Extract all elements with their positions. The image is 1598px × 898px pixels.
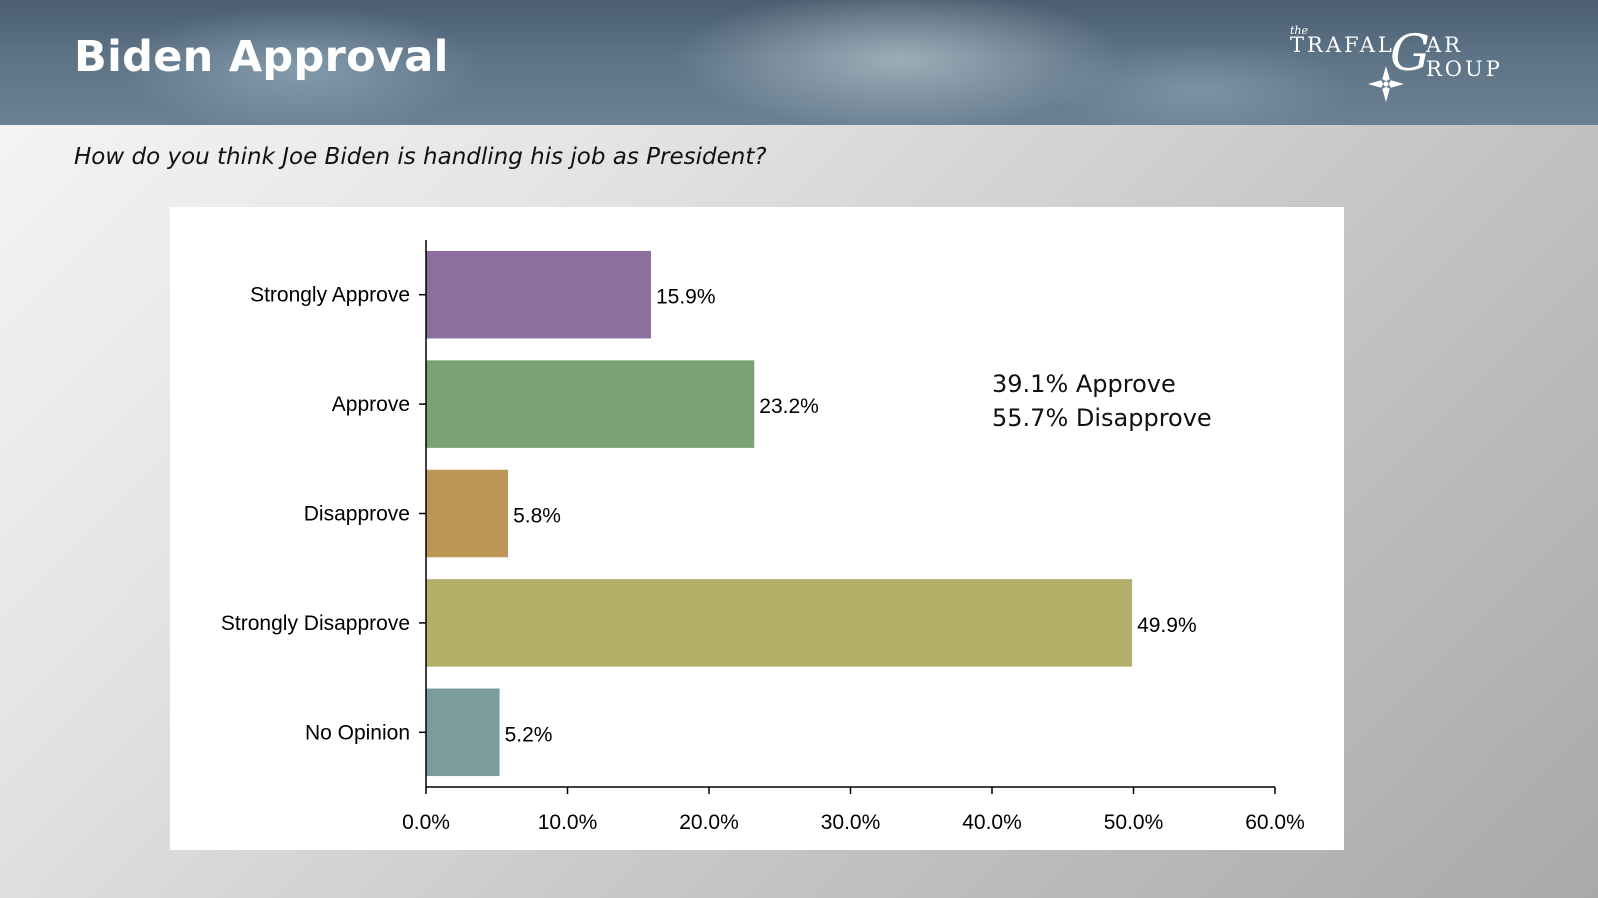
bar-3 (426, 579, 1133, 667)
bar-4 (426, 688, 500, 777)
category-label-1: Approve (332, 393, 410, 416)
x-tick-label-3: 30.0% (821, 811, 881, 834)
category-label-2: Disapprove (304, 503, 410, 526)
bar-2 (426, 469, 509, 558)
x-tick-label-1: 10.0% (538, 811, 598, 834)
logo-line2: ROUP (1426, 57, 1503, 81)
logo-line1: TRAFAL (1290, 33, 1395, 57)
category-label-0: Strongly Approve (250, 284, 410, 307)
bar-chart: Strongly Approve 15.9% Approve 23.2% Disappr… (221, 240, 1305, 834)
x-tick-label-2: 20.0% (679, 811, 739, 834)
summary-disapprove: 55.7% Disapprove (992, 404, 1212, 432)
page-title: Biden Approval (74, 32, 449, 82)
header-banner: Biden Approval the TRAFAL G AR ROUP (0, 0, 1598, 125)
logo-the: the (1290, 24, 1309, 37)
summary-box: 39.1% Approve 55.7% Disapprove (992, 367, 1212, 435)
value-label-1: 23.2% (759, 395, 819, 418)
x-tick-label-6: 60.0% (1245, 811, 1305, 834)
value-label-4: 5.2% (505, 723, 553, 746)
trafalgar-group-logo: the TRAFAL G AR ROUP (1290, 24, 1503, 102)
chart-panel: Strongly Approve 15.9% Approve 23.2% Disappr… (170, 207, 1344, 850)
category-label-4: No Opinion (305, 721, 410, 744)
value-label-2: 5.8% (513, 505, 561, 528)
compass-star-icon (1368, 66, 1404, 102)
category-label-3: Strongly Disapprove (221, 612, 410, 635)
logo-line1b: AR (1425, 33, 1463, 57)
x-tick-label-5: 50.0% (1104, 811, 1164, 834)
survey-question: How do you think Joe Biden is handling h… (74, 144, 767, 170)
bar-0 (426, 250, 651, 339)
x-tick-label-0: 0.0% (402, 811, 450, 834)
logo-g-letter: G (1390, 24, 1430, 82)
value-label-3: 49.9% (1137, 614, 1197, 637)
value-label-0: 15.9% (656, 286, 716, 309)
bar-1 (426, 360, 755, 448)
x-tick-label-4: 40.0% (962, 811, 1022, 834)
summary-approve: 39.1% Approve (992, 370, 1176, 398)
